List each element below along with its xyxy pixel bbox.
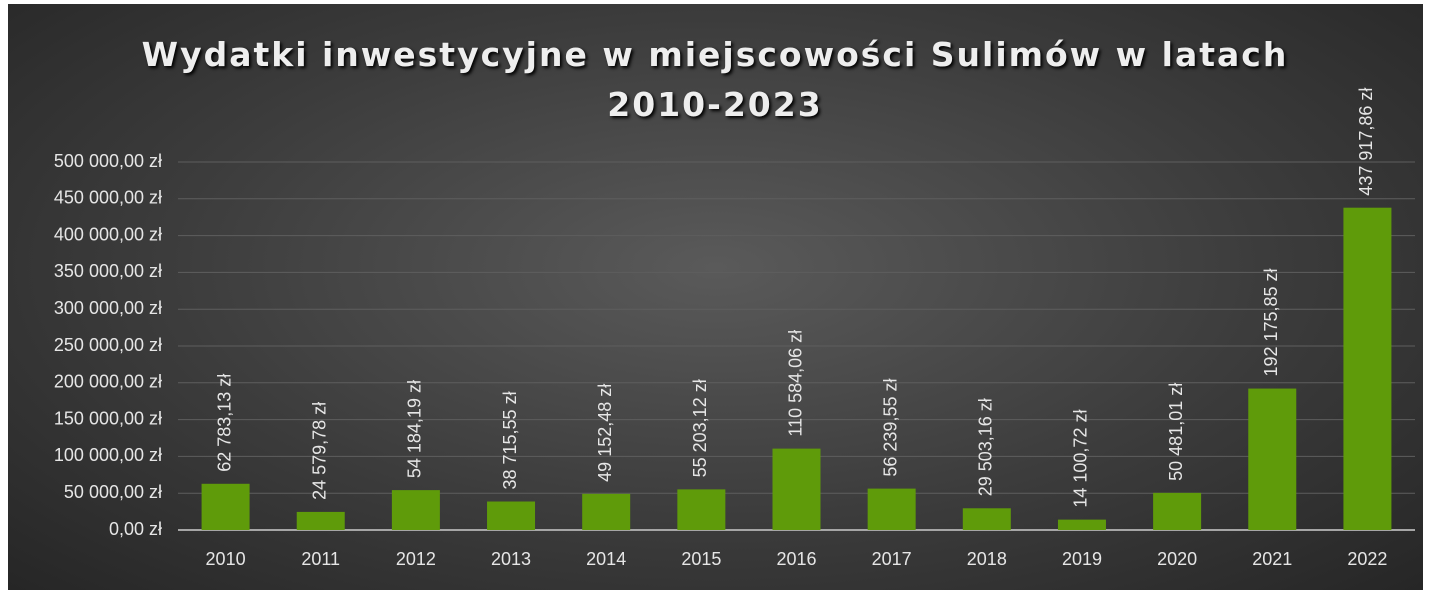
x-tick-label: 2022 — [1347, 549, 1387, 569]
y-tick-label: 0,00 zł — [109, 519, 162, 539]
data-label: 24 579,78 zł — [309, 402, 329, 500]
y-tick-label: 50 000,00 zł — [64, 482, 162, 502]
x-tick-label: 2013 — [491, 549, 531, 569]
bar — [677, 489, 726, 530]
y-tick-label: 400 000,00 zł — [54, 224, 162, 244]
y-tick-label: 150 000,00 zł — [54, 408, 162, 428]
bar — [867, 488, 916, 530]
x-tick-label: 2019 — [1062, 549, 1102, 569]
x-tick-label: 2017 — [872, 549, 912, 569]
data-label: 29 503,16 zł — [976, 398, 996, 496]
data-label: 62 783,13 zł — [214, 374, 234, 472]
x-tick-label: 2021 — [1252, 549, 1292, 569]
x-tick-label: 2014 — [586, 549, 626, 569]
data-label: 38 715,55 zł — [500, 391, 520, 489]
bar — [1057, 519, 1106, 530]
bar — [1343, 207, 1392, 531]
data-label: 49 152,48 zł — [595, 384, 615, 482]
data-label: 14 100,72 zł — [1071, 410, 1091, 508]
x-tick-label: 2015 — [681, 549, 721, 569]
data-label: 192 175,85 zł — [1261, 268, 1281, 376]
bar — [582, 493, 631, 530]
bar — [487, 501, 536, 530]
y-tick-label: 500 000,00 zł — [54, 151, 162, 171]
bar — [772, 448, 821, 530]
x-tick-label: 2016 — [776, 549, 816, 569]
data-label: 50 481,01 zł — [1166, 383, 1186, 481]
x-tick-label: 2011 — [301, 549, 340, 569]
y-tick-label: 350 000,00 zł — [54, 261, 162, 281]
x-tick-label: 2018 — [967, 549, 1007, 569]
x-tick-label: 2020 — [1157, 549, 1197, 569]
x-tick-label: 2010 — [206, 549, 246, 569]
data-label: 437 917,86 zł — [1356, 88, 1376, 196]
bar — [962, 508, 1011, 530]
bar — [391, 490, 440, 530]
y-tick-label: 250 000,00 zł — [54, 335, 162, 355]
bar — [1248, 388, 1297, 530]
data-label: 55 203,12 zł — [690, 379, 710, 477]
x-tick-label: 2012 — [396, 549, 436, 569]
bar — [1153, 492, 1202, 530]
y-tick-label: 100 000,00 zł — [54, 445, 162, 465]
bar — [201, 483, 250, 530]
data-label: 56 239,55 zł — [880, 379, 900, 477]
data-label: 110 584,06 zł — [785, 330, 805, 437]
bar — [296, 511, 345, 530]
data-label: 54 184,19 zł — [405, 380, 425, 478]
y-tick-label: 300 000,00 zł — [54, 298, 162, 318]
y-tick-label: 450 000,00 zł — [54, 188, 162, 208]
y-tick-label: 200 000,00 zł — [54, 372, 162, 392]
chart-title: Wydatki inwestycyjne w miejscowości Suli… — [141, 35, 1289, 124]
